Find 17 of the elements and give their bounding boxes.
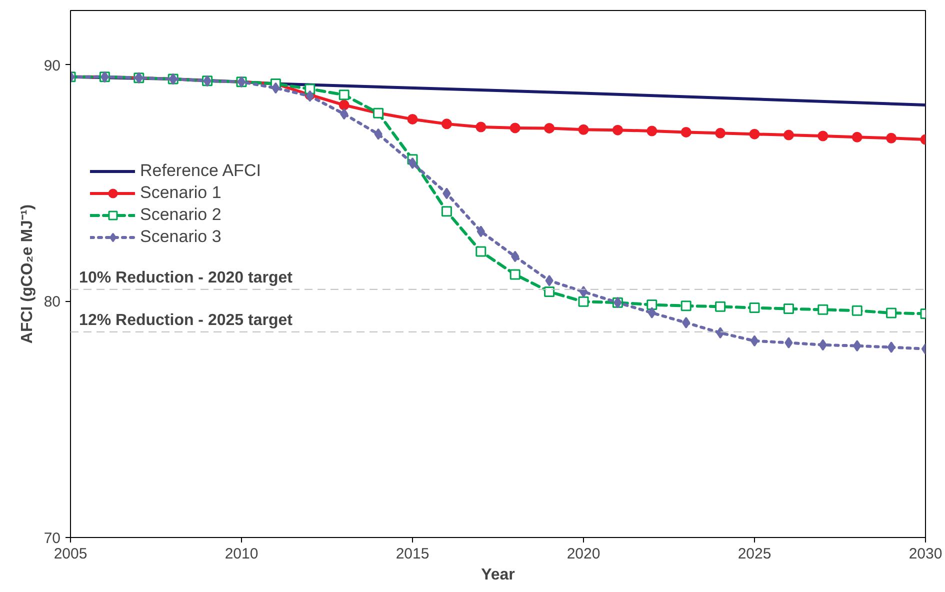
- y-tick-label: 70: [44, 530, 61, 547]
- ref-line-label: 12% Reduction - 2025 target: [79, 312, 294, 329]
- x-tick-label: 2020: [566, 546, 600, 562]
- y-tick-label: 90: [44, 57, 61, 74]
- x-tick-label: 2010: [224, 546, 258, 562]
- x-tick-label: 2030: [908, 546, 942, 562]
- x-tick-label: 2015: [396, 546, 430, 562]
- x-tick-label: 2005: [54, 546, 88, 562]
- y-axis-title: AFCI (gCO₂e MJ⁻¹): [18, 204, 36, 344]
- ref-line-label: 10% Reduction - 2020 target: [79, 269, 294, 286]
- legend-label: Scenario 3: [140, 227, 222, 247]
- x-tick-label: 2025: [738, 546, 772, 562]
- y-tick-label: 80: [44, 294, 61, 311]
- legend-label: Scenario 1: [140, 183, 222, 203]
- legend-label: Scenario 2: [140, 205, 222, 225]
- legend-label: Reference AFCI: [140, 161, 261, 181]
- x-axis-title: Year: [481, 566, 515, 584]
